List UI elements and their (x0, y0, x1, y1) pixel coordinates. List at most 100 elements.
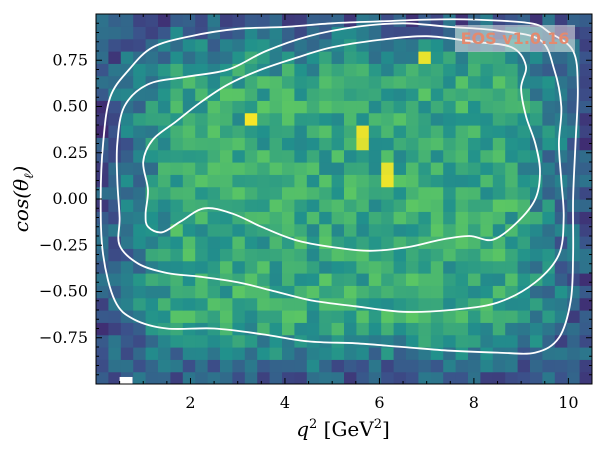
contours (99, 18, 579, 355)
heatmap-cell (406, 75, 419, 89)
heatmap-cell (468, 211, 481, 225)
heatmap-cell (542, 322, 556, 336)
heatmap-cell (530, 223, 543, 237)
heatmap-cell (406, 359, 419, 373)
heatmap-cell (269, 186, 283, 200)
heatmap-cell (344, 310, 357, 323)
heatmap-cell (195, 347, 209, 360)
heatmap-cell (269, 359, 283, 373)
heatmap-cell (182, 63, 196, 77)
heatmap-cell (554, 63, 568, 77)
heatmap-cell (133, 236, 147, 249)
heatmap-cell (294, 359, 308, 373)
heatmap-cell (368, 63, 382, 77)
heatmap-cell (505, 310, 519, 323)
heatmap-cell (579, 211, 592, 225)
heatmap-cell (319, 75, 333, 89)
heatmap-cell (579, 236, 592, 249)
heatmap-cell (294, 248, 308, 262)
heatmap-cell (430, 137, 444, 151)
heatmap-cell (530, 310, 543, 323)
heatmap-cell (331, 125, 345, 138)
heatmap-cell (468, 51, 481, 64)
heatmap-cell (344, 14, 357, 27)
heatmap-cell (492, 125, 506, 138)
heatmap-cell (158, 162, 171, 175)
heatmap-cell (480, 322, 494, 336)
heatmap-cell (468, 174, 481, 188)
heatmap-cell (505, 371, 519, 384)
heatmap-cell (368, 149, 382, 163)
heatmap-cell (331, 334, 345, 348)
heatmap-cell (492, 236, 506, 249)
heatmap-cell (120, 137, 134, 151)
heatmap-cell (96, 359, 109, 373)
heatmap-cell (368, 75, 382, 89)
heatmap-cell (344, 199, 357, 212)
heatmap-cell (480, 310, 494, 323)
heatmap-cell (158, 112, 171, 126)
heatmap-cell (368, 273, 382, 286)
heatmap-cell (406, 149, 419, 163)
heatmap-cell (120, 149, 134, 163)
heatmap-cell (294, 75, 308, 89)
heatmap-cell (269, 248, 283, 262)
heatmap-cell (542, 149, 556, 163)
heatmap-cell (542, 63, 556, 77)
heatmap-cell (455, 162, 469, 175)
heatmap-cell (505, 334, 519, 348)
heatmap-cell (505, 125, 519, 138)
contour-outer (99, 18, 579, 355)
heatmap-cell (554, 137, 568, 151)
heatmap-cell (406, 285, 419, 299)
heatmap-cell (232, 297, 246, 311)
heatmap-cell (331, 174, 345, 188)
heatmap-cell (108, 75, 122, 89)
heatmap-cell (381, 38, 395, 52)
heatmap-cell (220, 236, 233, 249)
heatmap-cell (133, 248, 147, 262)
heatmap-cell (158, 297, 171, 311)
heatmap-cell (220, 100, 233, 114)
heatmap-cell (492, 223, 506, 237)
heatmap-cell (269, 112, 283, 126)
heatmap-cell (145, 26, 159, 40)
heatmap-cell (505, 211, 519, 225)
heatmap-cell (207, 14, 221, 27)
heatmap-cell (257, 236, 271, 249)
heatmap-cell (381, 223, 395, 237)
heatmap-cell (393, 75, 407, 89)
heatmap-cell (356, 112, 370, 126)
heatmap-cell (418, 310, 432, 323)
heatmap-cell (356, 63, 370, 77)
heatmap-cell (145, 125, 159, 138)
heatmap-cell (455, 100, 469, 114)
heatmap-cell (306, 100, 320, 114)
heatmap-cell (468, 285, 481, 299)
heatmap-cell (368, 137, 382, 151)
heatmap-cell (579, 223, 592, 237)
heatmap-cell (430, 149, 444, 163)
heatmap-cell (306, 310, 320, 323)
heatmap-cell (393, 162, 407, 175)
heatmap-cell (344, 174, 357, 188)
heatmap-cell (554, 14, 568, 27)
heatmap-cell (579, 322, 592, 336)
x-tick-label: 4 (280, 393, 290, 412)
heatmap-cell (319, 100, 333, 114)
heatmap-cell (306, 211, 320, 225)
heatmap-cell (443, 112, 457, 126)
heatmap-cell (120, 174, 134, 188)
heatmap-cell (468, 149, 481, 163)
heatmap-cell (170, 174, 184, 188)
heatmap-cell (393, 211, 407, 225)
heatmap-cell (567, 285, 581, 299)
heatmap-cell (133, 273, 147, 286)
heatmap-cell (406, 273, 419, 286)
y-tick-label: −0.25 (39, 235, 88, 254)
heatmap-cell (368, 88, 382, 101)
heatmap-cell (158, 186, 171, 200)
heatmap-cell (468, 334, 481, 348)
heatmap-cell (344, 38, 357, 52)
heatmap-cell (158, 14, 171, 27)
